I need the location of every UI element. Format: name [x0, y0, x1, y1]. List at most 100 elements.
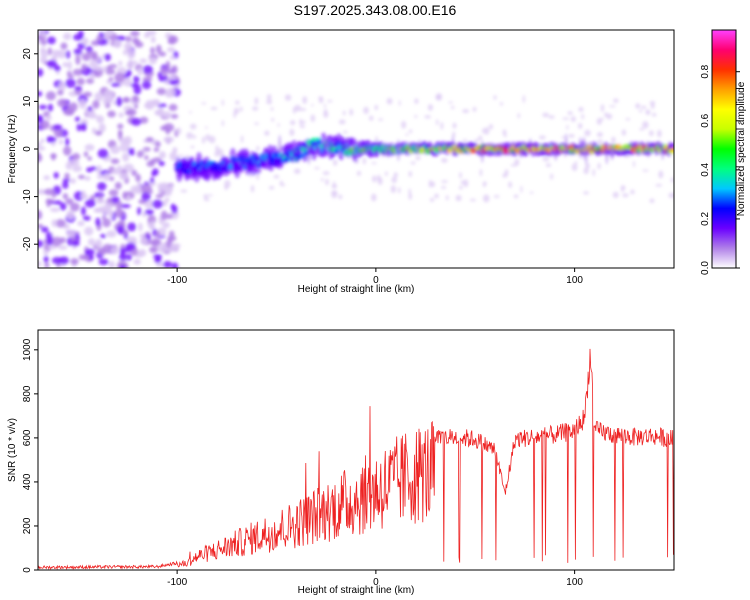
noise-blob — [65, 137, 70, 146]
noise-blob — [158, 160, 165, 167]
streak-blob — [386, 144, 390, 158]
faint-blob — [293, 168, 301, 174]
noise-blob — [74, 86, 83, 91]
noise-blob — [139, 237, 149, 245]
noise-blob — [70, 258, 79, 265]
noise-blob — [149, 246, 158, 254]
faint-blob — [463, 179, 469, 188]
faint-blob — [390, 185, 396, 194]
faint-blob — [325, 178, 329, 186]
faint-blob — [649, 100, 656, 106]
faint-blob — [545, 163, 552, 168]
noise-blob — [150, 46, 155, 55]
faint-blob — [567, 111, 573, 115]
faint-blob — [408, 192, 413, 200]
noise-blob — [122, 49, 128, 56]
noise-blob — [95, 198, 106, 204]
faint-blob — [639, 127, 645, 131]
faint-blob — [215, 145, 219, 152]
faint-blob — [440, 121, 444, 130]
noise-blob — [119, 172, 129, 181]
faint-blob — [318, 96, 324, 100]
noise-blob — [161, 184, 169, 192]
faint-blob — [459, 185, 463, 190]
faint-blob — [596, 132, 603, 138]
faint-blob — [668, 192, 674, 199]
noise-blob — [122, 191, 128, 200]
noise-blob — [116, 225, 125, 235]
noise-blob — [51, 153, 56, 161]
faint-blob — [574, 161, 578, 165]
noise-blob — [38, 68, 44, 77]
streak-blob — [657, 140, 661, 148]
noise-blob — [118, 253, 128, 261]
noise-blob — [81, 37, 89, 46]
noise-blob — [160, 210, 168, 221]
noise-blob — [154, 109, 164, 116]
streak-blob — [584, 142, 588, 165]
faint-blob — [401, 120, 407, 129]
noise-blob — [64, 172, 70, 180]
streak-blob — [337, 149, 341, 154]
streak-blob — [396, 139, 400, 162]
faint-blob — [250, 185, 255, 193]
faint-blob — [371, 193, 377, 202]
noise-blob — [133, 75, 140, 84]
faint-blob — [472, 106, 477, 112]
noise-blob — [108, 76, 114, 82]
faint-blob — [581, 113, 585, 120]
noise-blob — [155, 255, 161, 261]
faint-blob — [363, 106, 369, 115]
ridge-core — [670, 147, 674, 152]
noise-blob — [165, 60, 171, 71]
noise-blob — [76, 77, 85, 86]
faint-blob — [342, 110, 346, 116]
faint-blob — [529, 191, 534, 194]
noise-blob — [124, 110, 134, 116]
streak-blob — [318, 142, 322, 152]
streak-blob — [480, 139, 484, 164]
noise-blob — [111, 196, 120, 203]
noise-blob — [98, 258, 109, 266]
noise-blob — [168, 103, 178, 112]
faint-blob — [310, 114, 316, 123]
faint-blob — [435, 119, 439, 126]
faint-blob — [349, 108, 354, 116]
faint-blob — [584, 129, 591, 137]
noise-blob — [155, 194, 164, 199]
top-x-axis: -100 0 100 — [167, 268, 583, 286]
noise-blob — [168, 79, 179, 85]
faint-blob — [630, 189, 635, 195]
noise-blob — [114, 72, 126, 83]
noise-blob — [39, 47, 46, 53]
noise-blob — [119, 264, 126, 268]
noise-blob — [101, 215, 106, 220]
noise-blob — [144, 199, 155, 209]
noise-blob — [68, 159, 80, 167]
noise-blob — [139, 58, 147, 64]
noise-blob — [80, 206, 86, 216]
noise-blob — [155, 230, 160, 238]
streak-blob — [661, 143, 665, 160]
noise-blob — [141, 192, 151, 202]
faint-blob — [508, 181, 513, 188]
top-y-tick-label: -20 — [22, 237, 33, 252]
faint-blob — [609, 105, 616, 108]
bottom-y-tick-label: 600 — [22, 429, 33, 446]
noise-blob — [174, 83, 180, 89]
faint-blob — [670, 177, 674, 183]
faint-blob — [649, 198, 655, 204]
noise-blob — [109, 176, 115, 182]
noise-blob — [38, 239, 44, 248]
faint-blob — [499, 102, 503, 106]
faint-blob — [240, 135, 244, 143]
heatmap-cells — [38, 30, 674, 268]
noise-blob — [92, 100, 100, 109]
noise-blob — [153, 147, 160, 152]
noise-blob — [116, 96, 123, 107]
faint-blob — [632, 160, 636, 168]
faint-blob — [294, 104, 301, 112]
noise-blob — [43, 175, 50, 181]
faint-blob — [482, 128, 485, 134]
faint-blob — [320, 178, 324, 182]
